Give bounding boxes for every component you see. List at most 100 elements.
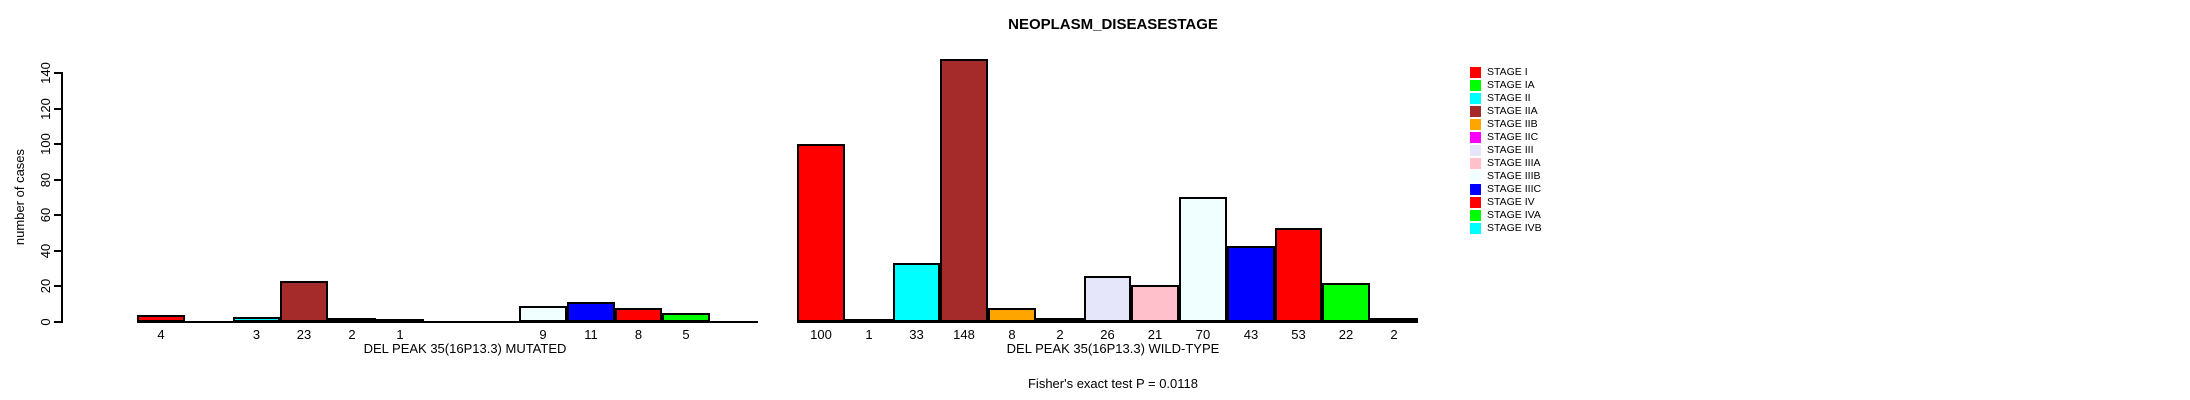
y-tick-mark bbox=[54, 285, 62, 287]
legend-row: STAGE IIIA bbox=[1470, 157, 1542, 170]
legend-label: STAGE IIIB bbox=[1487, 170, 1541, 182]
bar-stage-ia bbox=[845, 319, 893, 323]
x-axis-group-title: DEL PEAK 35(16P13.3) WILD-TYPE bbox=[1006, 341, 1220, 356]
y-tick-label: 120 bbox=[37, 98, 53, 120]
legend-row: STAGE IIIB bbox=[1470, 170, 1542, 183]
bar-value-label: 23 bbox=[296, 327, 312, 342]
legend-label: STAGE IIA bbox=[1487, 105, 1538, 117]
bar-stage-i bbox=[137, 315, 185, 322]
legend-row: STAGE IV bbox=[1470, 196, 1542, 209]
legend-swatch bbox=[1470, 80, 1481, 91]
legend-label: STAGE III bbox=[1487, 144, 1534, 156]
legend-swatch bbox=[1470, 184, 1481, 195]
bar-value-label: 1 bbox=[396, 327, 404, 342]
bar-stage-i bbox=[797, 144, 845, 322]
bar-value-label: 2 bbox=[1056, 327, 1064, 342]
legend-row: STAGE IVA bbox=[1470, 209, 1542, 222]
bar-stage-iv bbox=[615, 308, 662, 322]
legend-row: STAGE II bbox=[1470, 92, 1542, 105]
y-tick-label: 140 bbox=[37, 62, 53, 84]
bar-value-label: 8 bbox=[634, 327, 643, 342]
legend-row: STAGE IIC bbox=[1470, 131, 1542, 144]
bar-stage-iva bbox=[1322, 283, 1370, 322]
bar-value-label: 43 bbox=[1243, 327, 1259, 342]
y-tick-label: 40 bbox=[37, 243, 53, 259]
bar-value-label: 100 bbox=[810, 327, 832, 342]
bar-stage-ii bbox=[893, 263, 940, 322]
legend-row: STAGE III bbox=[1470, 144, 1542, 157]
bar-stage-iib bbox=[328, 318, 376, 322]
bar-value-label: 9 bbox=[539, 327, 547, 342]
legend-swatch bbox=[1470, 158, 1481, 169]
bar-stage-iva bbox=[662, 313, 710, 322]
bar-stage-iiib bbox=[519, 306, 567, 322]
legend-label: STAGE IA bbox=[1487, 79, 1535, 91]
bar-value-label: 26 bbox=[1100, 327, 1115, 342]
y-axis-line bbox=[61, 72, 63, 323]
legend-label: STAGE IIIC bbox=[1487, 183, 1542, 195]
legend-label: STAGE IVB bbox=[1487, 222, 1542, 234]
bar-stage-iic bbox=[1036, 318, 1084, 322]
bar-value-label: 53 bbox=[1291, 327, 1306, 342]
legend-swatch bbox=[1470, 93, 1481, 104]
bar-stage-iic bbox=[376, 319, 424, 323]
legend: STAGE I STAGE IA STAGE II STAGE IIA STAGE II… bbox=[1470, 66, 1542, 235]
legend-swatch bbox=[1470, 197, 1481, 208]
chart-annotation: Fisher's exact test P = 0.0118 bbox=[1027, 376, 1199, 391]
x-axis-baseline bbox=[137, 321, 758, 323]
y-tick-label: 80 bbox=[37, 172, 53, 188]
bar-stage-iv bbox=[1275, 228, 1322, 322]
bar-value-label: 3 bbox=[252, 327, 261, 342]
bar-stage-ivb bbox=[1370, 318, 1418, 322]
legend-swatch bbox=[1470, 119, 1481, 130]
legend-row: STAGE IVB bbox=[1470, 222, 1542, 235]
bar-value-label: 1 bbox=[865, 327, 873, 342]
y-tick-label: 60 bbox=[37, 207, 53, 223]
bar-value-label: 11 bbox=[584, 327, 598, 342]
legend-label: STAGE IIB bbox=[1487, 118, 1538, 130]
legend-row: STAGE I bbox=[1470, 66, 1542, 79]
bar-stage-iiib bbox=[1179, 197, 1227, 322]
bar-value-label: 5 bbox=[682, 327, 690, 342]
bar-value-label: 21 bbox=[1147, 327, 1163, 342]
legend-row: STAGE IIA bbox=[1470, 105, 1542, 118]
bar-stage-iia bbox=[280, 281, 328, 322]
legend-label: STAGE I bbox=[1487, 66, 1528, 78]
y-axis-label: number of cases bbox=[11, 148, 27, 246]
x-axis-baseline bbox=[797, 321, 1418, 323]
y-tick-mark bbox=[54, 214, 62, 216]
bar-value-label: 22 bbox=[1338, 327, 1354, 342]
bar-stage-iiic bbox=[567, 302, 615, 322]
legend-label: STAGE IIIA bbox=[1487, 157, 1541, 169]
y-tick-mark bbox=[54, 321, 62, 323]
legend-swatch bbox=[1470, 67, 1481, 78]
legend-label: STAGE IV bbox=[1487, 196, 1535, 208]
legend-swatch bbox=[1470, 106, 1481, 117]
legend-swatch bbox=[1470, 223, 1481, 234]
legend-row: STAGE IIIC bbox=[1470, 183, 1542, 196]
y-tick-mark bbox=[54, 143, 62, 145]
bar-stage-iiic bbox=[1227, 246, 1275, 322]
bar-value-label: 33 bbox=[909, 327, 924, 342]
legend-label: STAGE IVA bbox=[1487, 209, 1541, 221]
legend-row: STAGE IIB bbox=[1470, 118, 1542, 131]
bar-stage-iia bbox=[940, 59, 988, 322]
chart-title: NEOPLASM_DISEASESTAGE bbox=[1008, 16, 1218, 33]
legend-swatch bbox=[1470, 145, 1481, 156]
legend-label: STAGE II bbox=[1487, 92, 1531, 104]
bar-value-label: 148 bbox=[953, 327, 975, 342]
y-tick-label: 0 bbox=[37, 318, 53, 326]
legend-swatch bbox=[1470, 171, 1481, 182]
bar-value-label: 2 bbox=[348, 327, 356, 342]
y-tick-mark bbox=[54, 179, 62, 181]
legend-row: STAGE IA bbox=[1470, 79, 1542, 92]
y-tick-label: 100 bbox=[37, 133, 53, 155]
x-axis-group-title: DEL PEAK 35(16P13.3) MUTATED bbox=[363, 341, 567, 356]
bar-stage-ii bbox=[233, 317, 280, 322]
y-tick-label: 20 bbox=[37, 278, 53, 294]
y-tick-mark bbox=[54, 108, 62, 110]
legend-swatch bbox=[1470, 210, 1481, 221]
y-tick-mark bbox=[54, 72, 62, 74]
bar-stage-iib bbox=[988, 308, 1036, 322]
